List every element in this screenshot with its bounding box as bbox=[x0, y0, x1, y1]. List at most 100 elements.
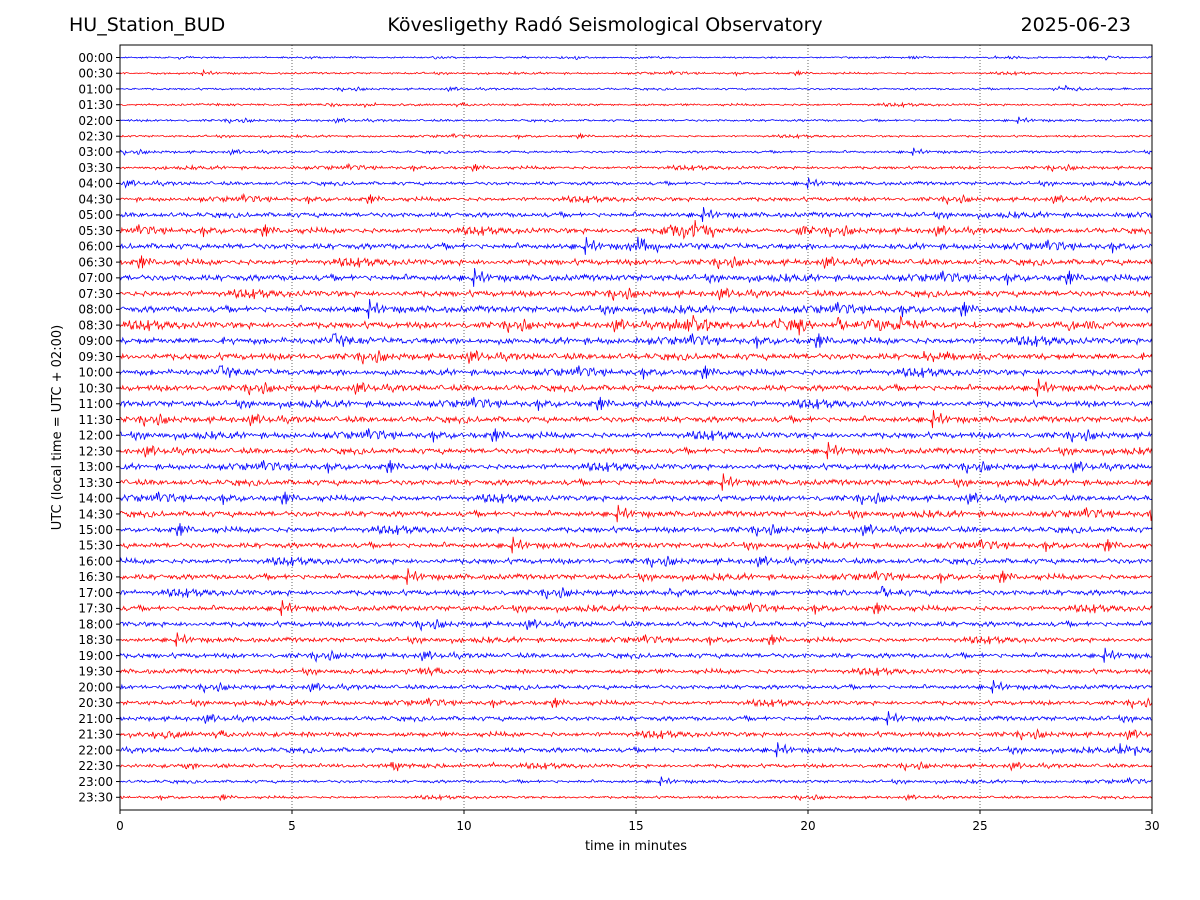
trace-0500 bbox=[119, 207, 1153, 223]
plot-frame bbox=[119, 44, 1153, 811]
x-tick-labels: 0 5 10 15 20 25 30 bbox=[116, 810, 1160, 833]
y-tick-label: 04:00 bbox=[78, 177, 113, 191]
x-tick-label: 15 bbox=[628, 819, 643, 833]
x-tick-label: 0 bbox=[116, 819, 124, 833]
trace-1300 bbox=[119, 460, 1153, 474]
station-title: HU_Station_BUD bbox=[69, 14, 226, 36]
y-tick-label: 07:30 bbox=[78, 287, 113, 301]
y-tick-label: 06:00 bbox=[78, 240, 113, 254]
x-tick-label: 10 bbox=[456, 819, 471, 833]
trace-1500 bbox=[119, 523, 1153, 537]
y-axis-label: UTC (local time = UTC + 02:00) bbox=[50, 325, 65, 530]
y-tick-label: 12:00 bbox=[78, 429, 113, 443]
y-tick-label: 02:30 bbox=[78, 130, 113, 144]
trace-1900 bbox=[119, 647, 1153, 663]
y-tick-label: 22:00 bbox=[78, 743, 113, 757]
y-tick-label: 15:00 bbox=[78, 523, 113, 537]
y-tick-label: 03:30 bbox=[78, 161, 113, 175]
y-tick-label: 08:30 bbox=[78, 318, 113, 332]
trace-2230 bbox=[119, 760, 1153, 772]
y-tick-label: 09:00 bbox=[78, 334, 113, 348]
trace-1530 bbox=[119, 536, 1153, 554]
y-tick-label: 05:00 bbox=[78, 208, 113, 222]
trace-2300 bbox=[119, 776, 1152, 787]
y-tick-label: 09:30 bbox=[78, 350, 113, 364]
y-tick-label: 10:30 bbox=[78, 381, 113, 395]
y-tick-label: 13:00 bbox=[78, 460, 113, 474]
trace-0600 bbox=[119, 236, 1153, 255]
y-tick-label: 04:30 bbox=[78, 192, 113, 206]
y-tick-label: 07:00 bbox=[78, 271, 113, 285]
y-tick-label: 14:00 bbox=[78, 492, 113, 506]
y-tick-label: 15:30 bbox=[78, 539, 113, 553]
y-tick-label: 18:00 bbox=[78, 617, 113, 631]
y-tick-label: 19:00 bbox=[78, 649, 113, 663]
y-tick-label: 01:30 bbox=[78, 98, 113, 112]
trace-1930 bbox=[119, 666, 1153, 677]
trace-0530 bbox=[119, 219, 1153, 240]
x-tick-label: 5 bbox=[288, 819, 296, 833]
date-title: 2025-06-23 bbox=[1020, 14, 1131, 36]
trace-1630 bbox=[119, 568, 1153, 585]
trace-0630 bbox=[119, 255, 1153, 270]
trace-1130 bbox=[119, 410, 1153, 429]
y-tick-label: 23:00 bbox=[78, 775, 113, 789]
y-tick-label: 11:30 bbox=[78, 413, 113, 427]
y-tick-label: 14:30 bbox=[78, 507, 113, 521]
trace-0400 bbox=[119, 177, 1153, 189]
y-tick-label: 05:30 bbox=[78, 224, 113, 238]
trace-0430 bbox=[119, 192, 1153, 206]
trace-1830 bbox=[119, 632, 1153, 647]
trace-0900 bbox=[119, 332, 1153, 349]
trace-2330 bbox=[119, 793, 1153, 802]
trace-1400 bbox=[119, 491, 1153, 506]
chart-title: Kövesligethy Radó Seismological Observat… bbox=[387, 14, 823, 36]
y-tick-label: 19:30 bbox=[78, 665, 113, 679]
y-tick-label: 13:30 bbox=[78, 476, 113, 490]
trace-0930 bbox=[119, 349, 1153, 365]
trace-1030 bbox=[119, 378, 1153, 397]
trace-1230 bbox=[119, 441, 1153, 460]
y-tick-label: 20:00 bbox=[78, 680, 113, 694]
trace-0300 bbox=[119, 147, 1153, 156]
y-tick-label: 17:30 bbox=[78, 602, 113, 616]
trace-1430 bbox=[119, 504, 1153, 523]
trace-1730 bbox=[119, 600, 1153, 616]
seismic-traces bbox=[119, 55, 1153, 802]
x-axis-label: time in minutes bbox=[585, 839, 687, 854]
y-tick-label: 22:30 bbox=[78, 759, 113, 773]
y-tick-label: 03:00 bbox=[78, 145, 113, 159]
y-tick-label: 23:30 bbox=[78, 791, 113, 805]
trace-1200 bbox=[119, 428, 1153, 443]
y-tick-label: 18:30 bbox=[78, 633, 113, 647]
trace-0830 bbox=[119, 315, 1153, 336]
trace-2000 bbox=[119, 680, 1153, 694]
y-tick-label: 00:00 bbox=[78, 51, 113, 65]
trace-0200 bbox=[119, 116, 1153, 125]
y-tick-label: 10:00 bbox=[78, 366, 113, 380]
trace-2200 bbox=[120, 742, 1153, 758]
trace-1100 bbox=[119, 396, 1153, 411]
y-tick-label: 17:00 bbox=[78, 586, 113, 600]
trace-1330 bbox=[119, 473, 1153, 491]
trace-0230 bbox=[119, 132, 1153, 141]
trace-0130 bbox=[119, 101, 1153, 109]
trace-0800 bbox=[119, 299, 1153, 319]
trace-1000 bbox=[119, 364, 1152, 380]
trace-2100 bbox=[119, 711, 1153, 726]
y-tick-label: 08:00 bbox=[78, 303, 113, 317]
x-tick-label: 30 bbox=[1144, 819, 1159, 833]
trace-1800 bbox=[119, 618, 1152, 632]
trace-2030 bbox=[119, 697, 1153, 710]
y-tick-label: 12:30 bbox=[78, 444, 113, 458]
x-tick-label: 25 bbox=[972, 819, 987, 833]
trace-2130 bbox=[119, 728, 1153, 741]
y-tick-label: 00:30 bbox=[78, 67, 113, 81]
y-tick-label: 16:00 bbox=[78, 554, 113, 568]
x-tick-label: 20 bbox=[800, 819, 815, 833]
y-tick-label: 11:00 bbox=[78, 397, 113, 411]
trace-0330 bbox=[119, 162, 1153, 173]
y-tick-label: 02:00 bbox=[78, 114, 113, 128]
trace-1600 bbox=[119, 555, 1153, 568]
